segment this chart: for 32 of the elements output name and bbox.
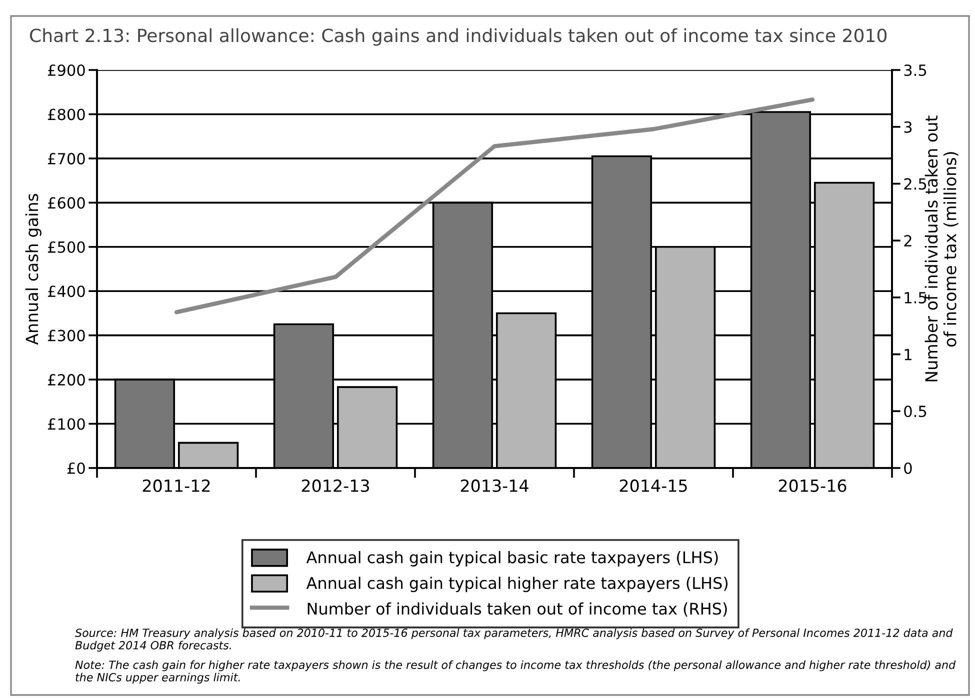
- y2-tick-label: 0: [904, 462, 912, 474]
- y-axis-title: Annual cash gains: [25, 194, 42, 345]
- y-tick-label: £400: [48, 286, 85, 298]
- y-tick-label: £600: [48, 197, 85, 209]
- y2-tick-label: 2: [904, 235, 912, 246]
- y2-tick-label: 3.5: [904, 64, 926, 76]
- y2-tick-label: 0.5: [904, 406, 926, 418]
- x-tick-label: 2014-15: [620, 479, 687, 492]
- x-tick-label: 2015-16: [778, 479, 846, 492]
- y-tick-label: £900: [48, 64, 85, 76]
- x-tick-label: 2013-14: [460, 479, 528, 492]
- line-series: [174, 97, 815, 314]
- x-tick-label: 2012-13: [302, 479, 369, 492]
- y2-tick-label: 1: [904, 348, 912, 360]
- legend-label: Number of individuals taken out of income tax (RHS): [308, 602, 727, 617]
- text: Note: The cash gain for higher rate taxpayers shown is the result of changes to income tax thresholds (the personal allowance and higher rate threshold) and the NICs upper earnings limit.: [75, 660, 956, 684]
- y-tick-label: £700: [48, 152, 85, 164]
- source-note: Source: HM Treasury analysis based on 2010-11 to 2015-16 personal tax parameters, HMRC analysis based on Survey of Personal Incomes 2011-12 data and Budget 2014 OBR forecasts.: [75, 628, 953, 652]
- legend-label: Annual cash gain typical higher rate taxpayers (LHS): [306, 576, 728, 592]
- y-tick-label: £0: [67, 462, 85, 474]
- y-tick-label: £800: [48, 108, 85, 120]
- chart-title: Chart 2.13: Personal allowance: Cash gains and individuals taken out of income tax since 2010: [30, 28, 887, 46]
- y2-tick-label: 3: [904, 121, 912, 133]
- legend-label: Annual cash gain typical basic rate taxpayers (LHS): [306, 551, 718, 566]
- y-tick-label: £200: [48, 374, 85, 386]
- x-tick-label: 2011-12: [142, 479, 210, 492]
- y2-tick-label: 2.5: [904, 178, 926, 190]
- y-tick-label: £300: [48, 330, 85, 342]
- y-tick-label: £500: [48, 241, 85, 253]
- y2-tick-label: 1.5: [904, 292, 926, 304]
- y2-axis-title: Number of individuals taken out of income tax (millions): [924, 116, 958, 382]
- y-tick-label: £100: [48, 418, 85, 430]
